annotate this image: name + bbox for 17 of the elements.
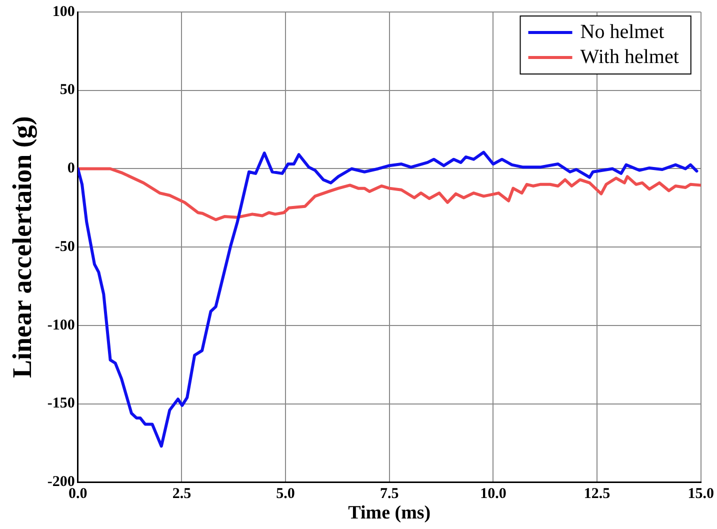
x-tick-label: 7.5 bbox=[380, 486, 399, 502]
y-tick-label: 50 bbox=[60, 82, 75, 98]
y-tick-label: -150 bbox=[47, 396, 75, 412]
x-tick-label: 12.5 bbox=[584, 486, 610, 502]
legend-label: With helmet bbox=[580, 46, 680, 68]
y-axis-title: Linear accelertaion (g) bbox=[7, 116, 38, 378]
x-tick-label: 5.0 bbox=[276, 486, 295, 502]
x-axis-title: Time (ms) bbox=[348, 502, 431, 524]
legend-label: No helmet bbox=[580, 20, 665, 43]
y-tick-label: -50 bbox=[54, 238, 75, 255]
x-tick-label: 15.0 bbox=[688, 486, 714, 502]
x-tick-label: 10.0 bbox=[480, 486, 506, 502]
y-tick-label: -100 bbox=[47, 317, 75, 334]
y-tick-label: 100 bbox=[52, 4, 75, 20]
x-tick-label: 2.5 bbox=[172, 486, 192, 502]
x-tick-label: 0.0 bbox=[68, 486, 88, 502]
y-tick-label: 0 bbox=[67, 160, 75, 177]
